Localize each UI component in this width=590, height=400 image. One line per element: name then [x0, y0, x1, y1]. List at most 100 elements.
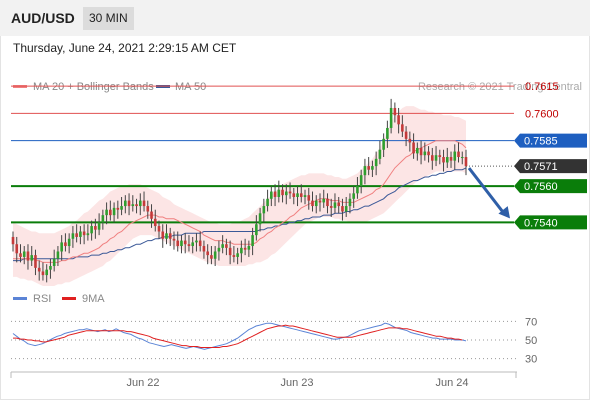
candle-body: [206, 251, 209, 256]
candle-body: [101, 215, 105, 223]
candle-body: [79, 231, 82, 237]
level-label: 0.7585: [524, 136, 558, 148]
candle-body: [427, 151, 430, 156]
timeframe-badge[interactable]: 30 MIN: [83, 7, 134, 30]
candle-body: [135, 204, 138, 207]
ma50-line: [13, 167, 467, 262]
candle-body: [262, 206, 266, 214]
candle-body: [341, 206, 344, 212]
candle-body: [71, 233, 75, 239]
candle-body: [266, 198, 269, 207]
candle-body: [389, 107, 393, 128]
candle-body: [371, 166, 374, 170]
candle-body: [397, 115, 400, 125]
candle-body: [165, 233, 168, 239]
candle-body: [318, 200, 322, 203]
candle-body: [109, 209, 112, 216]
level-tag: [514, 159, 587, 174]
candle-body: [153, 218, 157, 227]
candle-body: [198, 240, 202, 247]
candle-body: [363, 166, 367, 176]
candle-body: [172, 238, 176, 241]
copyright-text: Research © 2021 Trading Central: [418, 81, 582, 93]
candle-body: [326, 198, 329, 207]
candle-body: [438, 155, 442, 158]
candle-body: [449, 157, 453, 161]
candle-body: [236, 253, 239, 257]
candle-body: [60, 242, 63, 252]
x-tick-label: Jun 24: [435, 377, 468, 389]
candle-body: [460, 157, 464, 159]
candle-body: [94, 226, 97, 230]
candle-body: [161, 231, 165, 239]
candle-body: [86, 233, 90, 236]
level-tag: [514, 133, 587, 148]
candle-body: [64, 242, 67, 247]
candle-body: [180, 240, 183, 247]
candle-body: [221, 244, 224, 248]
candle-body: [344, 206, 348, 212]
candle-body: [307, 195, 311, 201]
candle-body: [270, 191, 273, 199]
level-label: 0.7600: [525, 108, 559, 120]
candle-body: [251, 235, 254, 247]
candle-body: [434, 155, 438, 161]
forecast-arrow-shaft: [467, 167, 506, 215]
candle-body: [258, 213, 262, 225]
candle-body: [37, 267, 41, 272]
candle-body: [191, 242, 195, 247]
candle-body: [138, 200, 142, 207]
candle-body: [333, 202, 337, 208]
candle-body: [453, 151, 457, 161]
candle-body: [281, 189, 284, 196]
candle-body: [213, 251, 217, 259]
chart-header: AUD/USD 30 MIN: [0, 0, 590, 36]
candle-body: [348, 198, 352, 207]
rsi-legend-swatch: [13, 297, 27, 300]
candle-body: [157, 226, 161, 232]
candle-body: [431, 155, 434, 161]
candle-body: [56, 251, 60, 259]
bollinger-band-area: [13, 106, 466, 286]
candle-body: [228, 247, 232, 256]
candle-body: [22, 251, 26, 257]
rsi-ma-legend-label: 9MA: [82, 293, 105, 305]
candle-body: [284, 191, 288, 196]
candle-body: [146, 206, 150, 212]
candle-body: [352, 193, 355, 199]
candle-body: [408, 138, 412, 143]
candle-body: [183, 240, 187, 245]
rsi-tick-label: 50: [525, 335, 537, 347]
candle-body: [356, 186, 359, 194]
symbol-label: AUD/USD: [11, 10, 75, 26]
candle-body: [97, 222, 101, 230]
candle-body: [445, 157, 449, 163]
candle-body: [382, 138, 385, 150]
candle-body: [120, 206, 123, 210]
candle-body: [288, 191, 292, 194]
candle-body: [457, 151, 460, 158]
level-tag: [514, 179, 587, 194]
candle-body: [322, 198, 326, 203]
candle-body: [393, 107, 397, 116]
candle-body: [49, 266, 52, 270]
candle-body: [195, 240, 198, 243]
candle-body: [378, 149, 382, 159]
candle-body: [19, 253, 22, 257]
candle-body: [359, 175, 363, 187]
candle-body: [273, 191, 277, 197]
level-label: 0.7615: [525, 81, 559, 93]
candle-body: [210, 255, 213, 259]
candle-body: [34, 255, 37, 268]
candle-body: [30, 255, 34, 261]
candle-body: [150, 211, 153, 219]
rsi-tick-label: 30: [525, 354, 537, 366]
candle-body: [187, 244, 191, 247]
rsi-plot: 70 50 30: [11, 316, 537, 366]
candle-body: [15, 244, 19, 254]
candle-body: [296, 193, 299, 197]
candle-body: [127, 200, 131, 207]
candle-body: [374, 158, 378, 167]
candle-body: [225, 244, 228, 248]
